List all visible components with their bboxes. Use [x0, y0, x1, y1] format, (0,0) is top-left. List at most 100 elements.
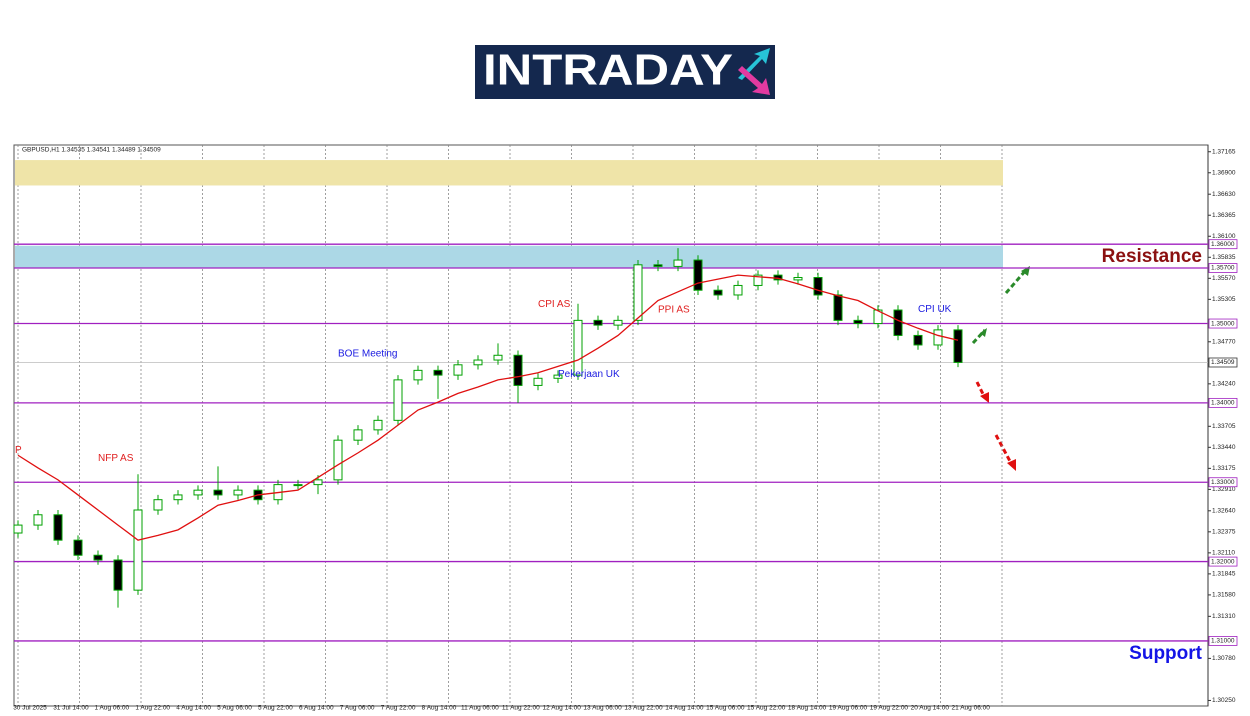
- candle-body: [173, 494, 183, 501]
- level-label: 1.33000: [1211, 479, 1235, 486]
- annotation: BOE Meeting: [338, 348, 397, 359]
- y-tick-label: 1.35835: [1212, 254, 1236, 261]
- arrow-up: [971, 328, 987, 345]
- arrowhead: [980, 328, 987, 337]
- logo-arrow-down: [738, 66, 770, 95]
- candle-body: [393, 379, 403, 421]
- candle-body: [733, 284, 743, 296]
- y-tick-label: 1.32110: [1212, 550, 1235, 557]
- y-tick-label: 1.30780: [1212, 655, 1236, 662]
- annotation: P: [15, 445, 22, 456]
- x-tick-label: 8 Aug 14:00: [422, 705, 457, 712]
- candle-body: [153, 499, 163, 511]
- level-label-box: [1208, 636, 1238, 646]
- candle-body: [533, 377, 543, 386]
- candle-body: [873, 309, 883, 325]
- arrowhead: [1007, 459, 1016, 471]
- y-tick-label: 1.33440: [1212, 444, 1236, 451]
- candle-body: [193, 489, 203, 496]
- level-label-box: [1208, 239, 1238, 250]
- candle-body: [473, 359, 483, 366]
- candle-body: [293, 484, 303, 487]
- x-tick-label: 14 Aug 14:00: [665, 705, 704, 712]
- x-tick-label: 13 Aug 22:00: [624, 705, 663, 712]
- arrow-down: [994, 434, 1014, 466]
- candle-body: [513, 354, 523, 386]
- candle-body: [453, 364, 463, 376]
- candle-body: [633, 264, 643, 321]
- y-tick-label: 1.30250: [1212, 697, 1236, 704]
- y-tick-label: 1.32910: [1212, 486, 1236, 493]
- x-tick-label: 20 Aug 14:00: [911, 705, 950, 712]
- candle-body: [53, 514, 63, 541]
- candle-body: [613, 319, 623, 326]
- logo: INTRADAY: [475, 45, 775, 99]
- x-tick-label: 7 Aug 06:00: [340, 705, 375, 712]
- x-tick-label: 6 Aug 14:00: [299, 705, 334, 712]
- candle-body: [693, 259, 703, 291]
- candle-body: [813, 277, 823, 296]
- arrowhead: [980, 392, 989, 403]
- candle-body: [313, 479, 323, 486]
- scenario-arrows: [971, 266, 1030, 471]
- zone: [15, 160, 1003, 186]
- candle-body: [573, 319, 583, 376]
- candle-body: [213, 489, 223, 496]
- annotation: NFP AS: [98, 453, 134, 464]
- level-label-box: [1208, 318, 1238, 329]
- x-tick-label: 11 Aug 06:00: [461, 705, 499, 712]
- zone: [15, 245, 1003, 268]
- x-tick-label: 1 Aug 22:00: [135, 705, 170, 712]
- annotation: CPI AS: [538, 299, 571, 310]
- level-label: 1.36000: [1211, 241, 1235, 248]
- candle-body: [353, 429, 363, 441]
- y-tick-label: 1.35570: [1212, 275, 1236, 282]
- y-tick-label: 1.36365: [1212, 212, 1236, 219]
- current-price-label: 1.34509: [1211, 359, 1235, 366]
- x-tick-label: 7 Aug 22:00: [381, 705, 416, 712]
- resistance-label: Resistance: [1102, 246, 1202, 267]
- candle-body: [73, 539, 83, 556]
- support-label: Support: [1129, 643, 1202, 664]
- x-tick-label: 13 Aug 06:00: [583, 705, 622, 712]
- plot-frame: [13, 144, 1209, 707]
- level-label: 1.31000: [1211, 638, 1235, 645]
- level-label-box: [1208, 477, 1238, 488]
- level-label: 1.32000: [1211, 558, 1235, 565]
- level-label-box: [1208, 263, 1238, 273]
- x-tick-label: 1 Aug 06:00: [94, 705, 129, 712]
- y-tick-label: 1.34240: [1212, 381, 1236, 388]
- y-tick-label: 1.32640: [1212, 508, 1236, 515]
- candle-body: [933, 329, 943, 346]
- level-label: 1.35700: [1211, 265, 1235, 272]
- logo-box: [475, 45, 775, 99]
- x-tick-label: 31 Jul 14:00: [53, 705, 89, 712]
- level-label-box: [1208, 556, 1238, 567]
- candle-body: [953, 329, 963, 363]
- y-tick-label: 1.31580: [1212, 592, 1236, 599]
- y-tick-label: 1.33175: [1212, 465, 1236, 472]
- candle-body: [233, 489, 243, 496]
- logo-text: INTRADAY: [483, 46, 733, 95]
- x-tick-label: 15 Aug 22:00: [747, 705, 786, 712]
- candle-body: [793, 277, 803, 281]
- annotation: PPI AS: [658, 305, 690, 316]
- y-tick-label: 1.33705: [1212, 423, 1236, 430]
- candle-body: [713, 289, 723, 296]
- moving-average: [17, 274, 959, 541]
- x-tick-label: 19 Aug 06:00: [829, 705, 868, 712]
- candle-body: [333, 439, 343, 481]
- arrow-down: [975, 381, 987, 399]
- candle-body: [93, 554, 103, 561]
- level-label: 1.35000: [1211, 320, 1235, 327]
- candle-body: [33, 514, 43, 526]
- current-price-box: [1208, 357, 1238, 368]
- candle-body: [653, 264, 663, 267]
- x-tick-label: 18 Aug 14:00: [788, 705, 827, 712]
- y-tick-label: 1.36100: [1212, 233, 1236, 240]
- candle-body: [493, 354, 503, 361]
- y-tick-label: 1.32375: [1212, 529, 1236, 536]
- candle-body: [893, 309, 903, 336]
